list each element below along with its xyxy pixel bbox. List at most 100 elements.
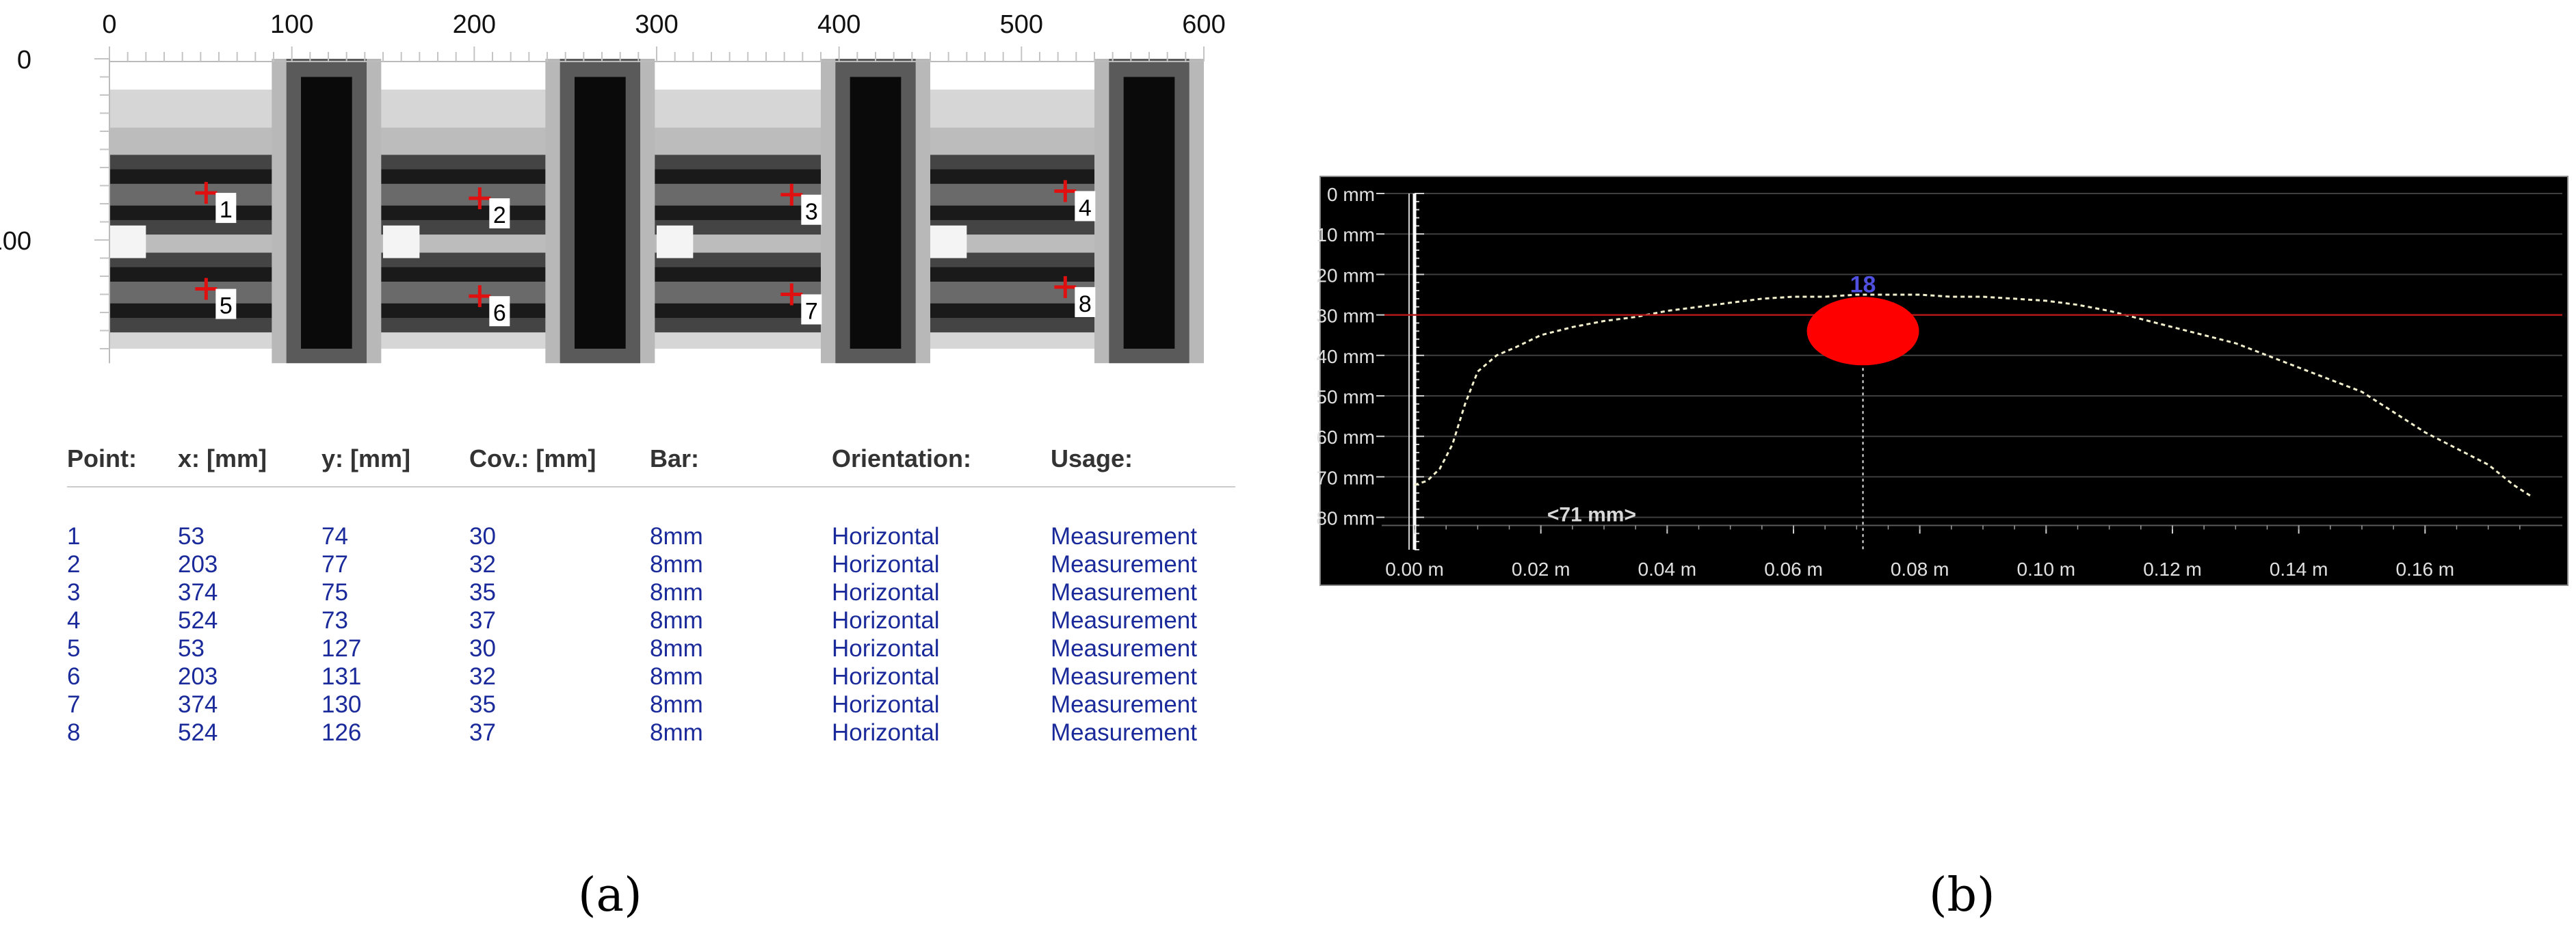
- x-tick-label: 500: [1000, 10, 1043, 39]
- table-cell: 5: [67, 635, 80, 662]
- void-highlight: [657, 225, 694, 258]
- x-tick-label: 0.16 m: [2396, 559, 2455, 580]
- table-header: Usage:: [1051, 444, 1133, 472]
- table-cell: 8mm: [650, 719, 703, 746]
- table-cell: Measurement: [1051, 523, 1197, 550]
- x-tick-label: 100: [270, 10, 313, 39]
- point-label: 6: [493, 300, 506, 326]
- table-cell: 74: [321, 523, 348, 550]
- axis-ticks: 0 mm 10 mm 20 mm 30 mm 40 mm 50 mm 60 mm 70 mm 8…: [1316, 184, 2521, 580]
- table-cell: 3: [67, 579, 80, 606]
- y-tick-label: 100: [0, 227, 31, 256]
- table-cell: 130: [321, 691, 361, 718]
- table-cell: Horizontal: [832, 551, 940, 578]
- table-cell: 8mm: [650, 579, 703, 606]
- table-cell: 75: [321, 579, 348, 606]
- point-label-bg: [215, 289, 237, 319]
- point-label: 1: [220, 197, 233, 223]
- table-cell: 6: [67, 663, 80, 690]
- table-cell: Measurement: [1051, 663, 1197, 690]
- table-cell: Measurement: [1051, 551, 1197, 578]
- table-cell: 131: [321, 663, 361, 690]
- table-cell: Horizontal: [832, 663, 940, 690]
- x-tick-label: 600: [1182, 10, 1225, 39]
- table-cell: 524: [178, 719, 218, 746]
- x-tick-label: 0.06 m: [1764, 559, 1823, 580]
- point-label-bg: [1075, 286, 1096, 317]
- grid-lines: [1382, 193, 2562, 526]
- axis-tick-labels: 0 100 200 300 400 500 600 0 100: [0, 10, 1226, 256]
- x-tick-label: 0.08 m: [1891, 559, 1949, 580]
- panel-b: 0 mm 10 mm 20 mm 30 mm 40 mm 50 mm 60 mm 70 mm 8…: [1313, 0, 2576, 946]
- table-cell: Measurement: [1051, 635, 1197, 662]
- table-cell: 32: [469, 663, 496, 690]
- y-tick-label: 0: [17, 46, 31, 75]
- point-label: 3: [805, 199, 818, 225]
- rebar-marker-group: 18 <71 mm>: [1384, 271, 2562, 550]
- ruler-ticks: [94, 46, 1205, 364]
- y-tick-label: 80 mm: [1316, 508, 1375, 529]
- measurement-table: Point: x: [mm] y: [mm] Cov.: [mm] Bar: Orient…: [67, 444, 1235, 746]
- table-header: Bar:: [650, 444, 699, 472]
- vertical-bar: [850, 77, 902, 349]
- table-header: Point:: [67, 444, 137, 472]
- table-cell: Horizontal: [832, 579, 940, 606]
- x-tick-label: 0.14 m: [2270, 559, 2328, 580]
- table-cell: Measurement: [1051, 579, 1197, 606]
- void-highlight: [109, 225, 146, 258]
- table-cell: 37: [469, 719, 496, 746]
- table-cell: 35: [469, 579, 496, 606]
- table-cell: 8mm: [650, 691, 703, 718]
- y-tick-label: 10 mm: [1316, 224, 1375, 245]
- x-tick-label: 200: [453, 10, 496, 39]
- table-cell: 8mm: [650, 663, 703, 690]
- table-cell: 53: [178, 635, 205, 662]
- vertical-bar: [301, 77, 352, 349]
- table-cell: 524: [178, 607, 218, 634]
- table-cell: 8mm: [650, 607, 703, 634]
- vertical-bar: [575, 77, 626, 349]
- x-tick-label: 0.02 m: [1512, 559, 1570, 580]
- x-tick-label: 0.00 m: [1385, 559, 1444, 580]
- cover-depth-chart: 0 mm 10 mm 20 mm 30 mm 40 mm 50 mm 60 mm 70 mm 8…: [1316, 176, 2568, 586]
- table-header: Orientation:: [832, 444, 971, 472]
- y-tick-label: 30 mm: [1316, 306, 1375, 327]
- table-cell: 374: [178, 579, 218, 606]
- table-cell: 53: [178, 523, 205, 550]
- point-label-bg: [489, 296, 510, 327]
- table-cell: 35: [469, 691, 496, 718]
- table-cell: 32: [469, 551, 496, 578]
- table-cell: 203: [178, 663, 218, 690]
- point-label-bg: [801, 194, 822, 225]
- table-cell: Measurement: [1051, 607, 1197, 634]
- table-cell: 203: [178, 551, 218, 578]
- x-tick-label: 0.10 m: [2017, 559, 2076, 580]
- table-header: x: [mm]: [178, 444, 267, 472]
- table-cell: 127: [321, 635, 361, 662]
- point-label-bg: [215, 193, 237, 224]
- table-cell: 30: [469, 635, 496, 662]
- measurement-points: 1 2 3 4 5 6 7 8: [195, 180, 1096, 327]
- rebar-marker: [1806, 297, 1919, 366]
- depth-series-line: [1414, 293, 2534, 498]
- table-cell: Horizontal: [832, 635, 940, 662]
- table-cell: 8mm: [650, 551, 703, 578]
- vertical-bar: [1123, 77, 1175, 349]
- caption-b: (b): [1929, 868, 1995, 922]
- table-cell: 8mm: [650, 635, 703, 662]
- table-cell: Horizontal: [832, 719, 940, 746]
- caption-a: (a): [578, 868, 642, 922]
- table-header: y: [mm]: [321, 444, 410, 472]
- table-cell: 4: [67, 607, 80, 634]
- point-label: 7: [805, 299, 818, 325]
- y-tick-label: 20 mm: [1316, 265, 1375, 286]
- y-tick-label: 70 mm: [1316, 467, 1375, 488]
- scan-image: [109, 59, 1204, 364]
- x-tick-label: 0.12 m: [2143, 559, 2202, 580]
- table-cell: 8mm: [650, 523, 703, 550]
- table-cell: 7: [67, 691, 80, 718]
- table-cell: 1: [67, 523, 80, 550]
- table-cell: 73: [321, 607, 348, 634]
